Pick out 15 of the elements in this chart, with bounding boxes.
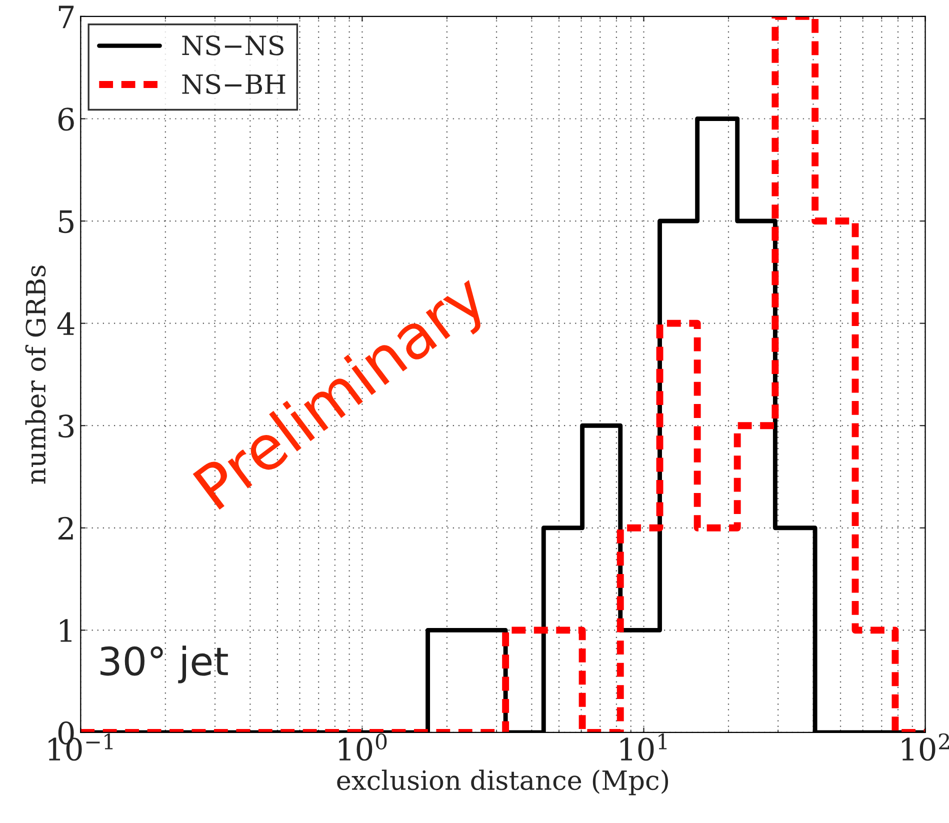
annotation: 30° jet bbox=[100, 646, 228, 684]
x-axis-title: exclusion distance (Mpc) bbox=[337, 770, 668, 796]
x-tick-label: 10$^{1}$ bbox=[620, 733, 667, 761]
y-tick-label: 2 bbox=[58, 516, 73, 540]
legend-label: NS−BH bbox=[182, 74, 286, 94]
x-tick-label: 10$^{2}$ bbox=[902, 733, 949, 761]
y-tick-label: 5 bbox=[58, 210, 74, 234]
y-tick-label: 7 bbox=[58, 6, 74, 28]
y-axis-title: number of GRBs bbox=[25, 266, 46, 484]
legend-label: NS−NS bbox=[182, 35, 284, 56]
x-tick-label: 10$^{0}$ bbox=[339, 733, 387, 761]
y-tick-label: 6 bbox=[58, 108, 74, 131]
y-tick-label: 4 bbox=[57, 312, 74, 335]
y-tick-label: 1 bbox=[60, 619, 72, 642]
y-tick-label: 3 bbox=[58, 414, 74, 438]
